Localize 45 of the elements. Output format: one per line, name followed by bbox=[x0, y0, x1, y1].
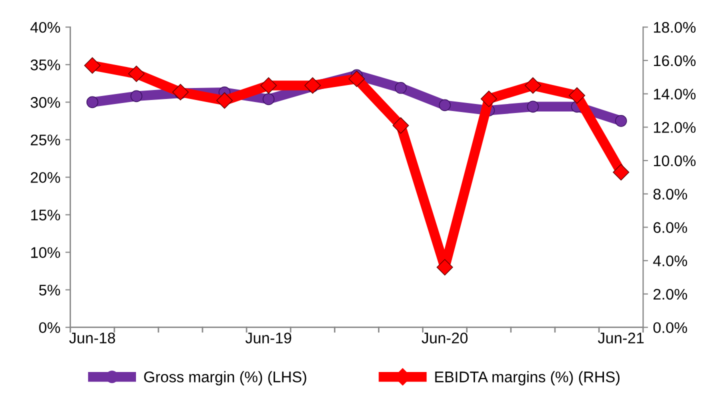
point bbox=[436, 259, 454, 276]
y2-tick-label: 12.0% bbox=[654, 122, 696, 133]
y-tick-label: 25% bbox=[30, 134, 60, 146]
y2-tick-label: 6.0% bbox=[654, 222, 688, 233]
point bbox=[262, 93, 274, 106]
y2-tick-label: 14.0% bbox=[654, 88, 696, 100]
point bbox=[615, 115, 627, 127]
point bbox=[84, 57, 101, 74]
y-tick-label: 15% bbox=[31, 210, 60, 220]
legend-label: Gross margin (%) (LHS) bbox=[144, 371, 306, 386]
point bbox=[260, 77, 277, 94]
y-tick-label: 40% bbox=[30, 22, 60, 33]
point bbox=[568, 87, 586, 104]
x-tick-label: Jun-20 bbox=[422, 332, 468, 344]
point bbox=[527, 100, 539, 113]
y2-tick-label: 4.0% bbox=[653, 255, 688, 266]
y2-tick-label: 10.0% bbox=[654, 155, 696, 166]
y-tick-label: 30% bbox=[30, 97, 60, 108]
point bbox=[128, 66, 145, 82]
y-tick-label: 20% bbox=[30, 172, 60, 183]
x-tick-label: Jun-21 bbox=[598, 332, 644, 344]
point bbox=[524, 77, 542, 94]
point bbox=[172, 84, 189, 100]
y2-tick-label: 2.0% bbox=[654, 288, 688, 300]
y-tick-label: 35% bbox=[30, 60, 60, 70]
point bbox=[394, 82, 407, 94]
point bbox=[86, 96, 98, 108]
point bbox=[304, 77, 321, 94]
point bbox=[612, 164, 630, 180]
point bbox=[348, 70, 365, 88]
y2-tick-label: 16.0% bbox=[654, 55, 696, 66]
y-tick-label: 10% bbox=[31, 247, 60, 258]
y2-tick-label: 18.0% bbox=[654, 22, 696, 33]
point bbox=[438, 99, 451, 112]
point bbox=[480, 90, 498, 108]
x-tick-label: Jun-19 bbox=[245, 332, 292, 344]
y2-tick-label: 8.0% bbox=[653, 188, 688, 200]
legend-label: EBIDTA margins (%) (RHS) bbox=[435, 371, 620, 386]
x-tick-label: Jun-18 bbox=[69, 332, 116, 344]
point bbox=[392, 117, 409, 134]
point bbox=[130, 90, 142, 102]
y-tick-label: 5% bbox=[39, 284, 60, 296]
y2-tick-label: 0.0% bbox=[653, 322, 688, 334]
point bbox=[216, 92, 233, 109]
y-tick-label: 0% bbox=[39, 322, 60, 334]
